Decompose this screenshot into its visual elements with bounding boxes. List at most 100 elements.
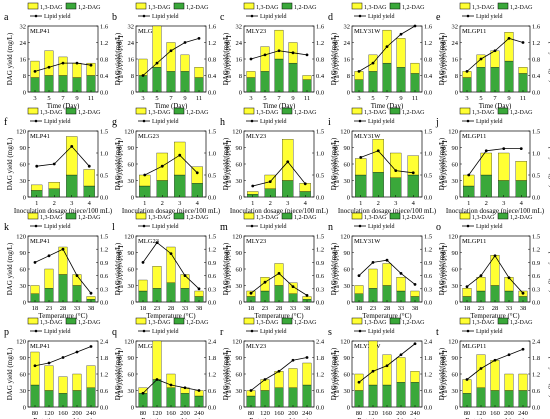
bar-13dag xyxy=(518,67,528,74)
bar-12dag xyxy=(174,174,186,198)
y-tick-label: 0 xyxy=(239,195,242,202)
bar-12dag xyxy=(355,174,367,198)
y2-tick-label: 0.0 xyxy=(208,90,216,97)
y2-tick-label: 0.6 xyxy=(316,273,325,280)
x-tick-label: 9 xyxy=(291,95,294,102)
y2-tick-label: 1.6 xyxy=(316,24,325,31)
x-tick-label: 11 xyxy=(412,95,418,102)
y2-axis-title: Lipid yield (g/L) xyxy=(224,35,232,83)
y-tick-label: 32 xyxy=(452,24,459,31)
bar-12dag xyxy=(518,73,528,93)
legend-label-12dag: 1,2-DAG xyxy=(402,5,425,11)
legend-swatch-12dag xyxy=(389,2,401,10)
x-tick-label: 1 xyxy=(251,200,254,207)
y2-tick-label: 1.2 xyxy=(208,40,216,47)
legend-swatch-12dag xyxy=(281,212,293,220)
y2-tick-label: 0.0 xyxy=(100,90,108,97)
lipid-line xyxy=(252,161,306,187)
legend-label-lipid: Lipid yield xyxy=(368,14,395,20)
x-tick-label: 38 xyxy=(196,305,203,312)
lipid-point xyxy=(141,74,145,77)
bar-13dag xyxy=(396,357,406,383)
y2-tick-label: 1.5 xyxy=(532,234,540,241)
lipid-line xyxy=(36,145,90,167)
bar-13dag xyxy=(410,371,420,383)
bar-13dag xyxy=(410,62,420,74)
lipid-point xyxy=(305,53,309,57)
bar-13dag xyxy=(247,191,259,195)
lipid-point xyxy=(268,180,272,184)
x-axis-title: Inoculation dosage (piece/100 mL) xyxy=(230,207,329,215)
lipid-point xyxy=(357,380,361,384)
bar-12dag xyxy=(194,77,204,93)
panel-letter: d xyxy=(328,12,333,23)
bar-13dag xyxy=(152,340,162,380)
lipid-point xyxy=(183,386,187,390)
y2-tick-label: 0.0 xyxy=(100,195,108,202)
legend-marker-lipid xyxy=(358,224,362,228)
panel-letter: g xyxy=(112,117,117,128)
x-tick-label: 120 xyxy=(260,410,270,417)
lipid-point xyxy=(411,171,415,175)
lipid-point xyxy=(479,57,483,61)
y2-tick-label: 0.0 xyxy=(424,405,432,412)
legend-label-lipid: Lipid yield xyxy=(152,329,179,335)
y-tick-label: 16 xyxy=(236,57,243,64)
x-tick-label: 200 xyxy=(180,410,190,417)
y2-tick-label: 1.5 xyxy=(208,234,216,241)
legend-label-13dag: 1,3-DAG xyxy=(148,320,171,326)
legend-swatch-12dag xyxy=(497,107,509,115)
legend-label-lipid: Lipid yield xyxy=(368,329,395,335)
legend-swatch-13dag xyxy=(243,107,255,115)
y2-tick-label: 0.5 xyxy=(532,173,540,180)
y2-tick-label: 0.6 xyxy=(316,388,325,395)
strain-label: MLP41 xyxy=(30,133,50,140)
y2-tick-label: 1.6 xyxy=(532,24,541,31)
x-tick-label: 3 xyxy=(249,95,252,102)
bar-13dag xyxy=(302,296,312,300)
strain-label: MLP41 xyxy=(30,238,50,245)
bar-13dag xyxy=(138,279,148,292)
lipid-point xyxy=(303,182,307,186)
x-tick-label: 23 xyxy=(262,305,269,312)
lipid-point xyxy=(89,63,93,67)
lipid-point xyxy=(521,347,525,351)
bar-12dag xyxy=(288,387,298,408)
strain-label: MLY31W xyxy=(354,28,381,35)
y2-tick-label: 1.5 xyxy=(424,129,432,136)
legend-label-13dag: 1,3-DAG xyxy=(364,5,387,11)
legend-label-12dag: 1,2-DAG xyxy=(510,110,533,116)
x-tick-label: 18 xyxy=(464,305,471,312)
legend-label-lipid: Lipid yield xyxy=(368,224,395,230)
y-tick-label: 90 xyxy=(20,355,27,362)
lipid-point xyxy=(305,294,309,297)
y2-tick-label: 0.3 xyxy=(532,286,540,293)
legend-label-13dag: 1,3-DAG xyxy=(40,5,63,11)
bar-13dag xyxy=(31,184,43,191)
y-tick-label: 16 xyxy=(344,57,351,64)
legend-label-12dag: 1,2-DAG xyxy=(402,320,425,326)
bar-13dag xyxy=(504,277,514,292)
panel-letter: p xyxy=(4,327,9,338)
y-tick-label: 90 xyxy=(236,250,243,257)
lipid-point xyxy=(507,276,511,280)
bar-13dag xyxy=(288,368,298,388)
bar-13dag xyxy=(58,246,68,275)
legend-swatch-13dag xyxy=(135,212,147,220)
bar-13dag xyxy=(86,62,96,76)
bar-13dag xyxy=(30,60,40,78)
bar-12dag xyxy=(372,172,384,198)
y2-tick-label: 0.3 xyxy=(424,286,432,293)
x-tick-label: 28 xyxy=(384,305,391,312)
y-tick-label: 0 xyxy=(239,300,242,307)
lipid-point xyxy=(197,36,201,40)
y2-tick-label: 0.6 xyxy=(208,273,217,280)
y-tick-label: 8 xyxy=(239,73,242,80)
lipid-point xyxy=(35,164,39,168)
bar-12dag xyxy=(490,67,500,93)
y2-tick-label: 0.4 xyxy=(208,73,217,80)
x-tick-label: 3 xyxy=(178,200,181,207)
legend-label-13dag: 1,3-DAG xyxy=(148,215,171,221)
y-tick-label: 60 xyxy=(344,162,351,169)
